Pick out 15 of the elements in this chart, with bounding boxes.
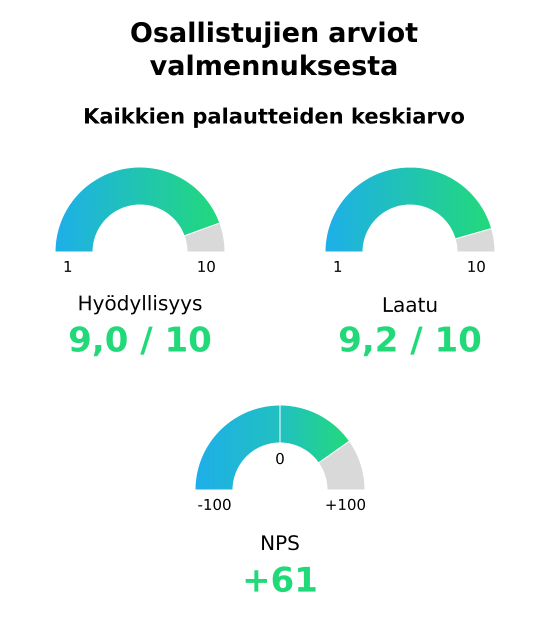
text: Laatu [384,297,436,312]
text: 9,0 / 10 [70,326,210,356]
text: 9,2 / 10 [340,326,480,356]
text: 10 [468,260,485,272]
text: Hyödyllisyys [80,295,202,314]
text: -100 [198,498,231,510]
text: NPS [262,535,299,550]
text: 1 [64,260,72,272]
text: Kaikkien palautteiden keskiarvo [85,108,464,128]
text: 0 [276,452,284,464]
text: +100 [326,498,366,510]
text: 10 [198,260,215,272]
text: Osallistujien arviot valmennuksesta [131,22,418,76]
text: +61 [246,566,316,592]
text: 1 [334,260,342,272]
